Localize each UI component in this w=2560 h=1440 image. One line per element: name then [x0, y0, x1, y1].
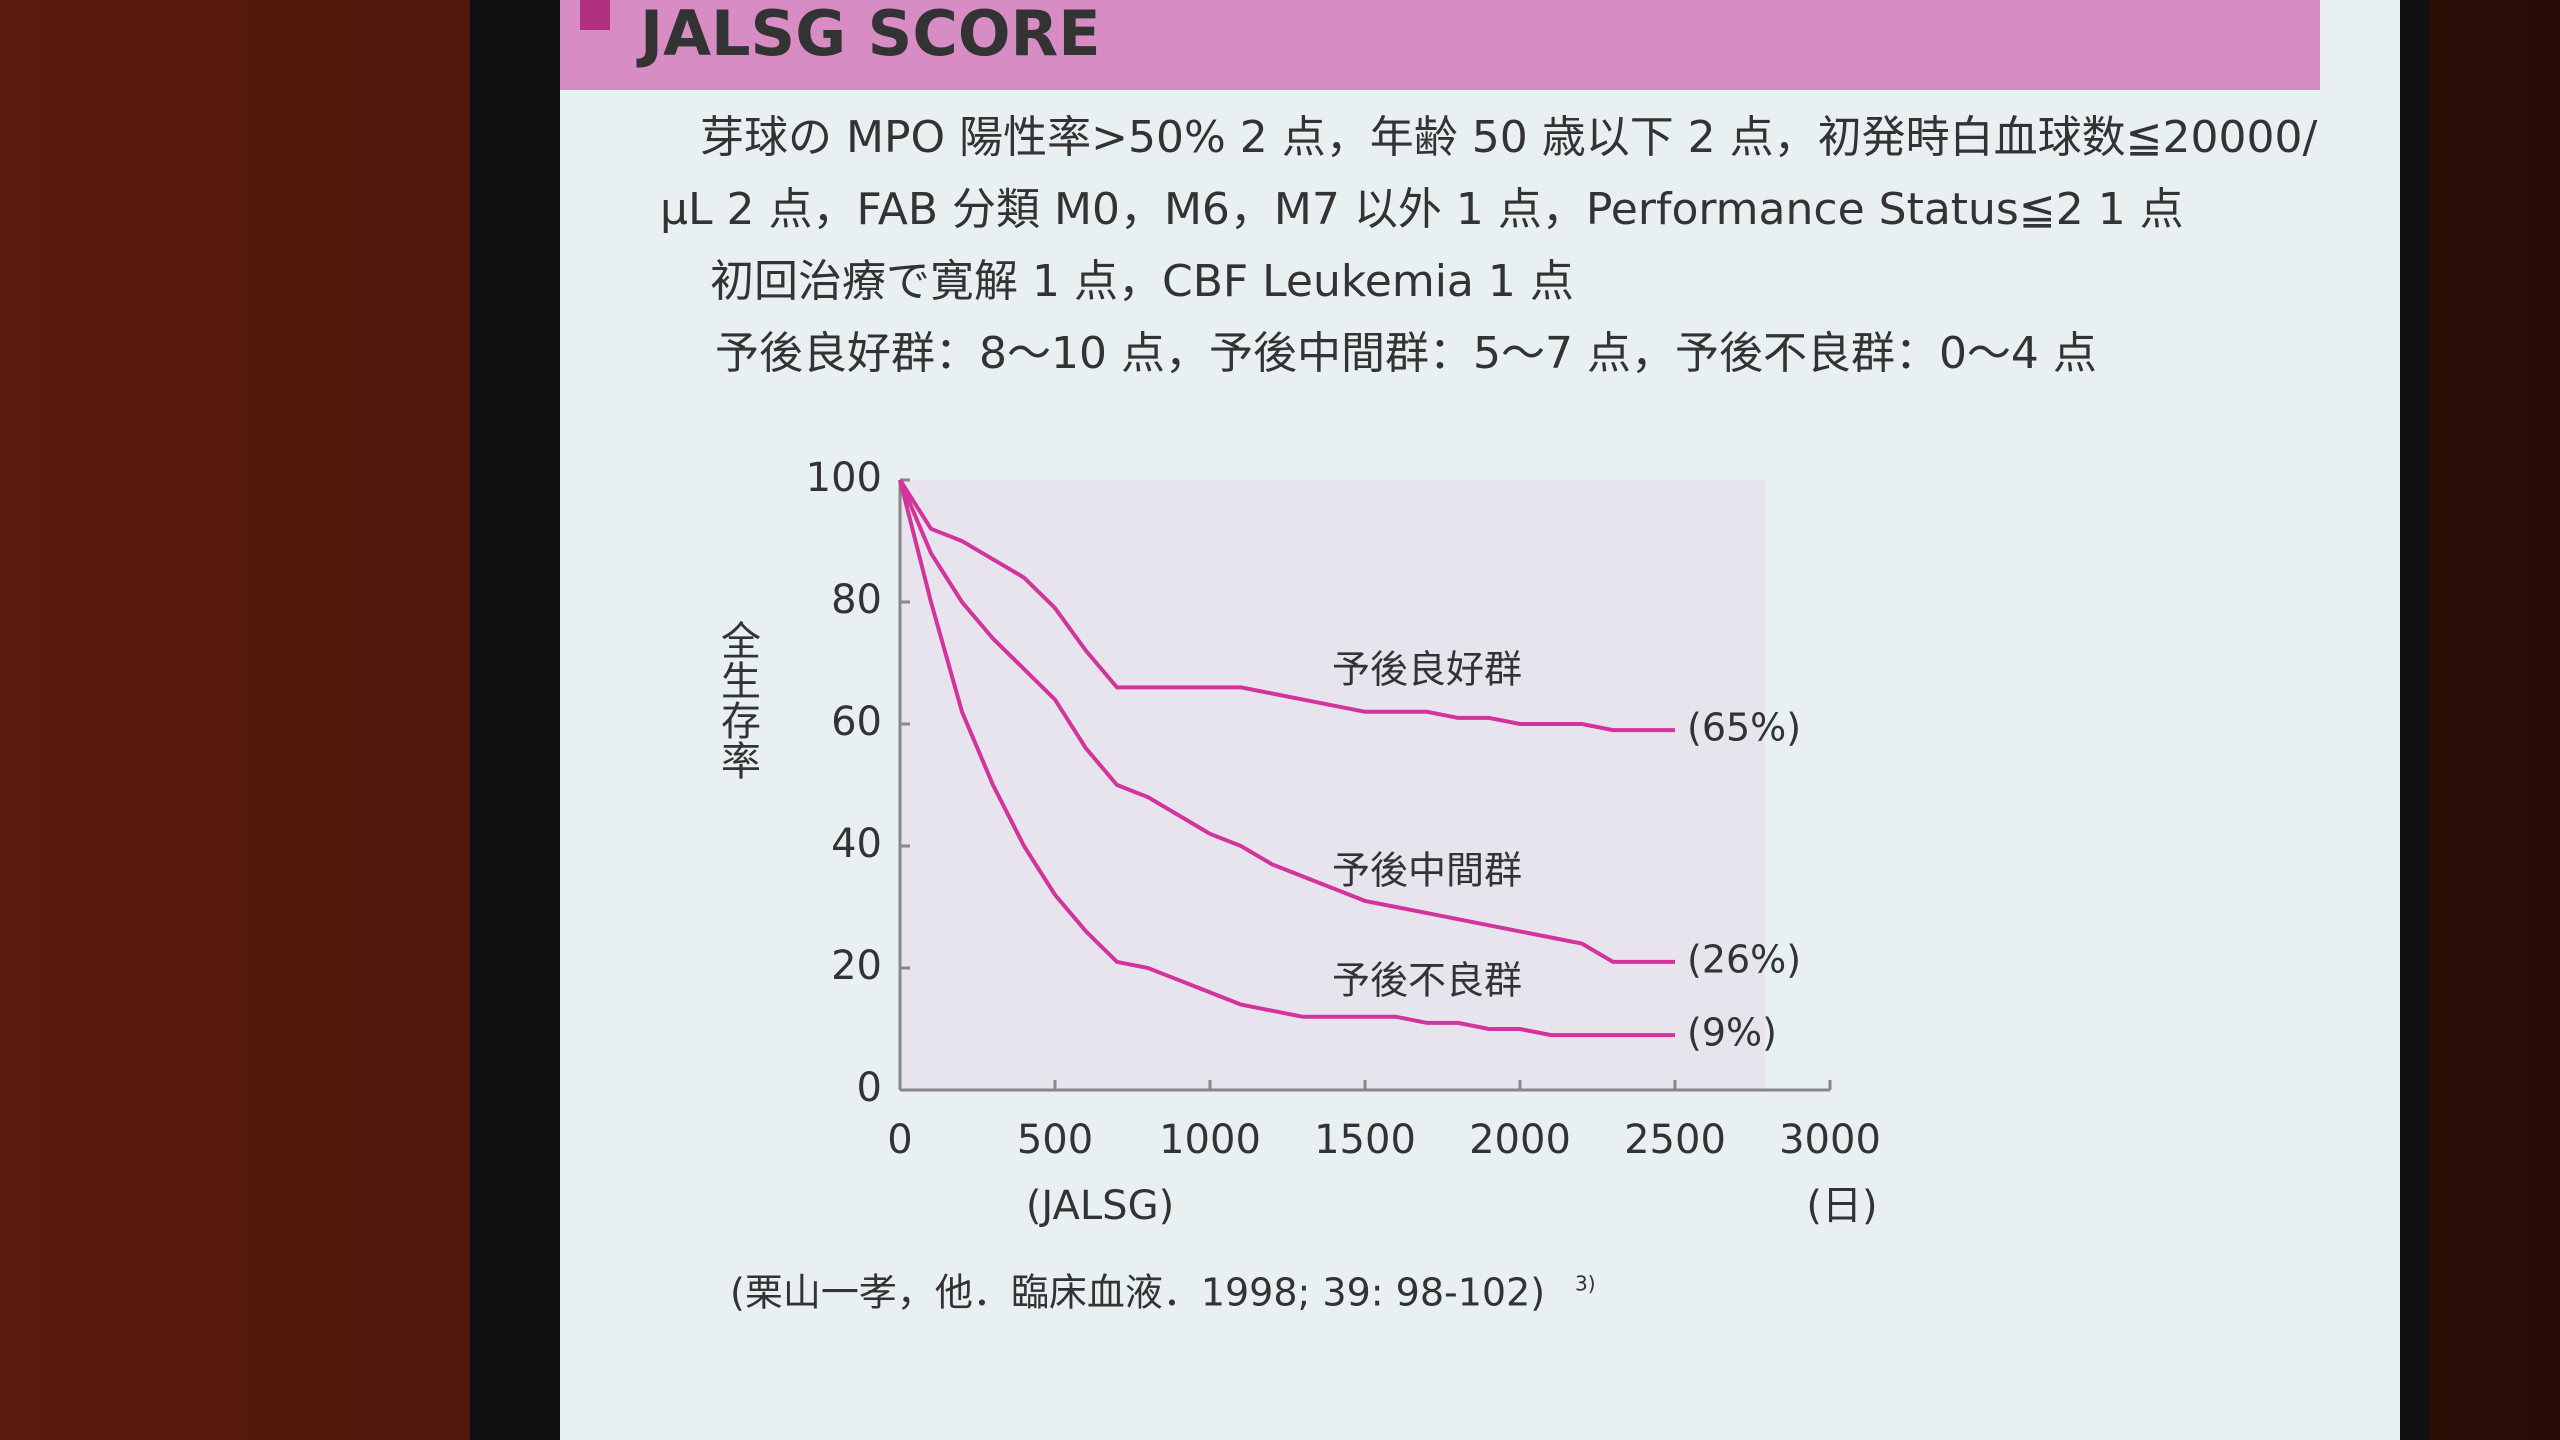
x-tick-label: 0 [887, 1117, 912, 1163]
end-label: (26%) [1687, 937, 1801, 981]
y-tick-label: 20 [831, 943, 882, 989]
x-tick-label: 2500 [1624, 1117, 1726, 1163]
header-band [560, 0, 2320, 90]
plot-background [900, 480, 1765, 1090]
survival-curve [898, 479, 1675, 1038]
slide-title: JALSG SCORE [636, 0, 1101, 70]
survival-curve [898, 478, 1675, 733]
x-tick-label: 2000 [1469, 1117, 1571, 1163]
series-label: 予後中間群 [1332, 849, 1522, 893]
description-line: 初回治療で寛解 1 点，CBF Leukemia 1 点 [710, 256, 1574, 307]
end-label: (65%) [1687, 706, 1801, 750]
x-tick-label: 1000 [1159, 1117, 1261, 1163]
x-axis-label: (JALSG) [1026, 1183, 1174, 1229]
survival-curve [898, 479, 1675, 964]
y-tick-label: 60 [831, 699, 882, 745]
end-label: (9%) [1687, 1011, 1777, 1055]
description-line: 芽球の MPO 陽性率>50% 2 点，年齢 50 歳以下 2 点，初発時白血球… [700, 112, 2317, 163]
x-tick-label: 500 [1017, 1117, 1093, 1163]
y-axis-label: 全生存率 [714, 620, 760, 780]
description: 芽球の MPO 陽性率>50% 2 点，年齢 50 歳以下 2 点，初発時白血球… [660, 112, 2317, 379]
description-line: μL 2 点，FAB 分類 M0，M6，M7 以外 1 点，Performanc… [660, 184, 2184, 235]
y-tick-label: 100 [806, 455, 882, 501]
citation: (栗山一孝，他．臨床血液．1998; 39: 98-102) [730, 1271, 1545, 1315]
series-label: 予後不良群 [1332, 958, 1522, 1002]
series-label: 予後良好群 [1332, 647, 1522, 691]
y-tick-label: 40 [831, 821, 882, 867]
x-tick-label: 3000 [1779, 1117, 1881, 1163]
y-tick-label: 0 [857, 1065, 882, 1111]
header-marker [580, 0, 610, 30]
description-line: 予後良好群：8〜10 点，予後中間群：5〜7 点，予後不良群：0〜4 点 [715, 328, 2097, 379]
citation-ref: 3) [1575, 1272, 1596, 1296]
x-tick-label: 1500 [1314, 1117, 1416, 1163]
y-tick-label: 80 [831, 577, 882, 623]
x-axis-unit: (日) [1806, 1183, 1877, 1229]
